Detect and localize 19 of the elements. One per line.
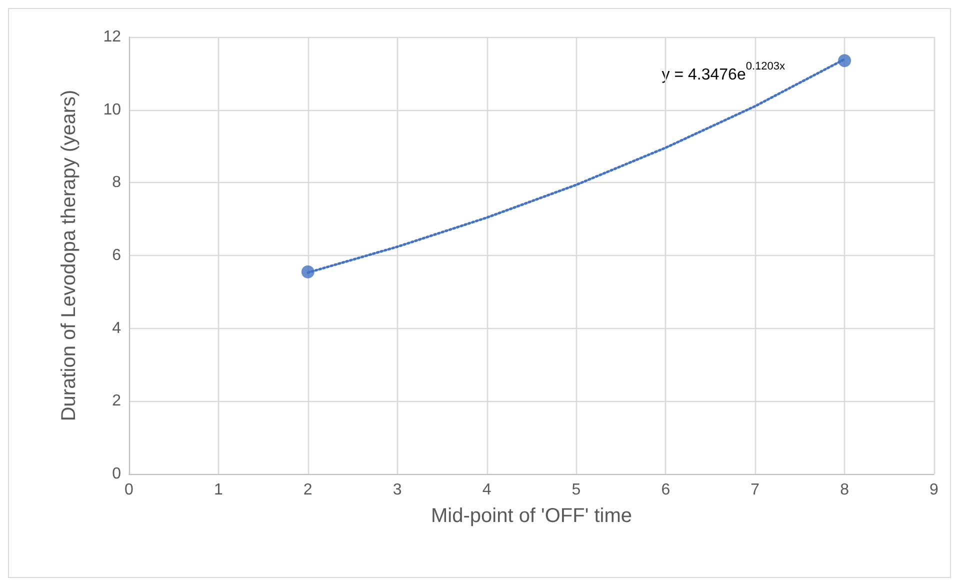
x-tick-label: 4 bbox=[482, 482, 492, 498]
y-tick-label: 0 bbox=[112, 466, 122, 482]
x-tick-label: 0 bbox=[124, 482, 134, 498]
x-tick-label: 3 bbox=[392, 482, 402, 498]
x-tick-label: 2 bbox=[303, 482, 312, 498]
x-tick-label: 7 bbox=[750, 482, 760, 498]
x-axis-title: Mid-point of 'OFF' time bbox=[430, 505, 632, 527]
y-tick-label: 12 bbox=[103, 28, 122, 46]
x-tick-label: 9 bbox=[930, 482, 939, 498]
y-tick-label: 8 bbox=[112, 174, 122, 192]
y-tick-label: 2 bbox=[112, 392, 122, 410]
x-tick-label: 5 bbox=[572, 482, 581, 498]
y-axis-title: Duration of Levodopa therapy (years) bbox=[58, 90, 80, 422]
y-tick-label: 6 bbox=[112, 247, 122, 264]
x-tick-label: 6 bbox=[661, 482, 670, 498]
y-tick-label: 10 bbox=[103, 101, 122, 118]
x-tick-label: 1 bbox=[214, 482, 223, 498]
x-tick-label: 8 bbox=[840, 482, 850, 498]
y-tick-label: 4 bbox=[112, 320, 122, 337]
